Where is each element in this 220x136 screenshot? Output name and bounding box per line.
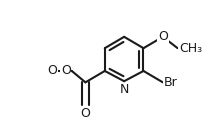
Text: O: O [61,64,71,78]
Text: Br: Br [164,76,178,89]
Text: N: N [119,84,129,96]
Text: O: O [47,64,57,78]
Text: O: O [158,30,168,43]
Text: CH₃: CH₃ [179,42,202,55]
Text: O: O [47,64,57,78]
Text: O: O [81,107,90,120]
